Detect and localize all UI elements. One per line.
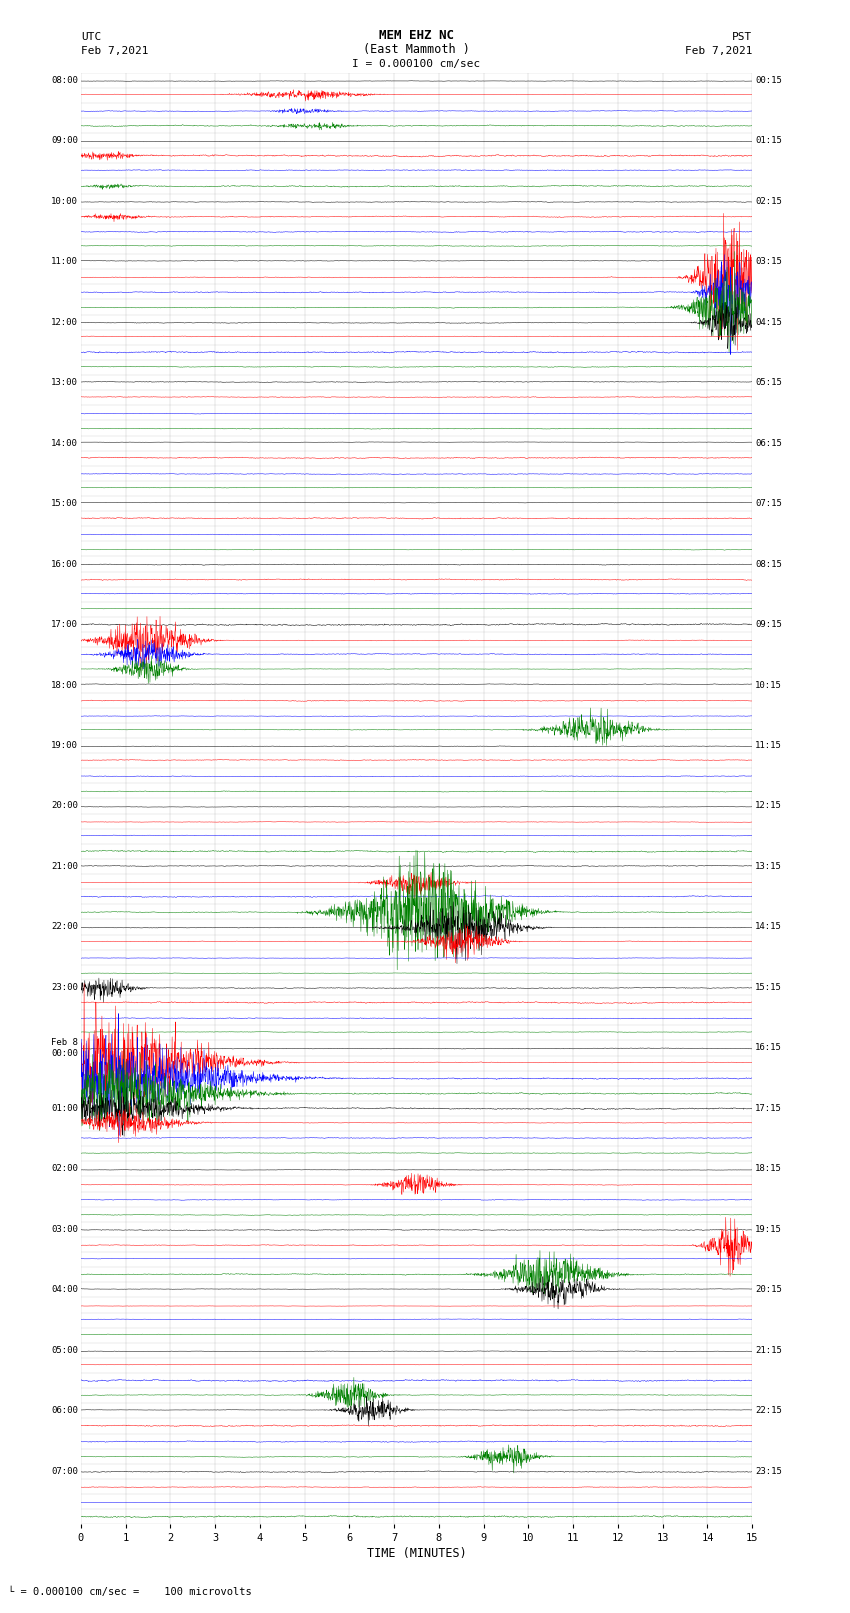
Text: I = 0.000100 cm/sec: I = 0.000100 cm/sec <box>353 60 480 69</box>
Text: Feb 7,2021: Feb 7,2021 <box>685 47 752 56</box>
Text: Feb 7,2021: Feb 7,2021 <box>81 47 148 56</box>
Text: └ = 0.000100 cm/sec =    100 microvolts: └ = 0.000100 cm/sec = 100 microvolts <box>8 1587 252 1597</box>
Text: UTC: UTC <box>81 32 101 42</box>
X-axis label: TIME (MINUTES): TIME (MINUTES) <box>366 1547 467 1560</box>
Text: PST: PST <box>732 32 752 42</box>
Text: MEM EHZ NC: MEM EHZ NC <box>379 29 454 42</box>
Text: (East Mammoth ): (East Mammoth ) <box>363 44 470 56</box>
